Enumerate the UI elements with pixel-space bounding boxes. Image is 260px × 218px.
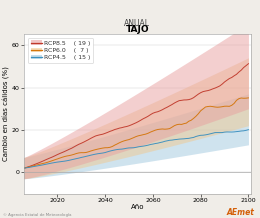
X-axis label: Año: Año	[131, 204, 144, 210]
Text: © Agencia Estatal de Meteorología: © Agencia Estatal de Meteorología	[3, 213, 71, 217]
Text: ANUAL: ANUAL	[124, 19, 150, 28]
Legend: RCP8.5    ( 19 ), RCP6.0    (  7 ), RCP4.5    ( 15 ): RCP8.5 ( 19 ), RCP6.0 ( 7 ), RCP4.5 ( 15…	[28, 38, 93, 63]
Text: AEmet: AEmet	[227, 208, 255, 217]
Y-axis label: Cambio en días cálidos (%): Cambio en días cálidos (%)	[3, 66, 10, 162]
Title: TAJO: TAJO	[126, 26, 149, 34]
